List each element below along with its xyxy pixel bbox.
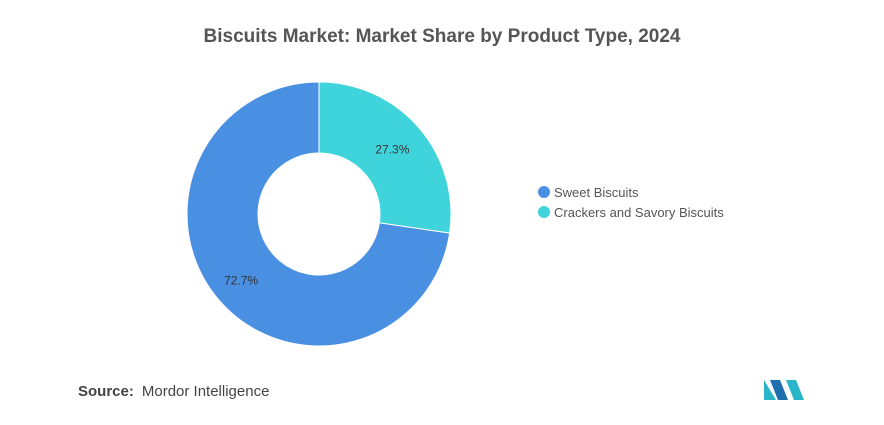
mordor-intelligence-logo xyxy=(764,380,804,400)
source-label: Source: xyxy=(78,383,134,400)
legend-label-crackers-savory: Crackers and Savory Biscuits xyxy=(554,204,724,220)
logo-right-stroke xyxy=(786,380,804,400)
legend-item-sweet-biscuits[interactable]: Sweet Biscuits xyxy=(538,182,724,202)
slice-label-sweet-biscuits: 72.7% xyxy=(224,274,258,288)
slice-label-crackers-savory: 27.3% xyxy=(375,143,409,157)
logo-left-stroke xyxy=(764,380,776,400)
chart-title: Biscuits Market: Market Share by Product… xyxy=(203,26,681,47)
legend-item-crackers-savory[interactable]: Crackers and Savory Biscuits xyxy=(538,202,724,222)
legend-swatch-sweet-biscuits xyxy=(538,186,550,198)
logo-middle-stroke xyxy=(770,380,788,400)
source-text: Mordor Intelligence xyxy=(141,383,270,400)
slice-sweet-biscuits[interactable] xyxy=(186,81,451,347)
source-note: Source: Mordor Intelligence xyxy=(78,383,269,400)
slice-crackers-savory[interactable] xyxy=(318,81,452,234)
legend-label-sweet-biscuits: Sweet Biscuits xyxy=(554,184,639,200)
chart-legend: Sweet Biscuits Crackers and Savory Biscu… xyxy=(538,182,724,222)
legend-swatch-crackers-savory xyxy=(538,206,550,218)
